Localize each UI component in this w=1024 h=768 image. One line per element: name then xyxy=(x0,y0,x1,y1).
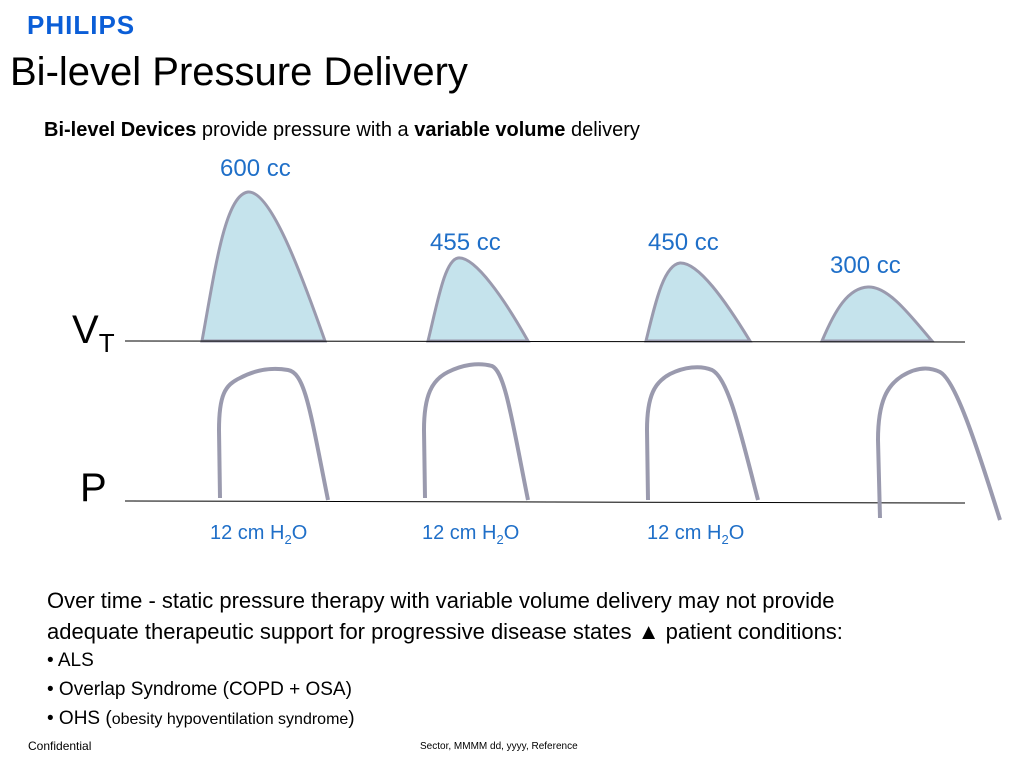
footer-center: Sector, MMMM dd, yyyy, Reference xyxy=(420,741,578,752)
pressure-wave xyxy=(875,366,1002,521)
bullet: • OHS (obesity hypoventilation syndrome) xyxy=(47,704,355,734)
subtitle-text: provide pressure with a xyxy=(196,119,415,141)
volume-axis-label: VT xyxy=(72,308,115,359)
volume-wave xyxy=(200,190,328,343)
bullet: • ALS xyxy=(47,650,94,671)
axis-label: V xyxy=(72,308,99,352)
body-line: Over time - static pressure therapy with… xyxy=(47,588,835,613)
pressure-text: 12 cm H xyxy=(210,522,285,544)
body-line: adequate therapeutic support for progres… xyxy=(47,619,843,644)
pressure-wave xyxy=(644,365,760,501)
footer-left: Confidential xyxy=(28,739,92,753)
pressure-subscript: 2 xyxy=(284,532,292,547)
volume-waves xyxy=(200,190,936,343)
logo: PHILIPS xyxy=(27,10,136,40)
subtitle-bold: Bi-level Devices xyxy=(44,119,197,141)
subtitle: Bi-level Devices provide pressure with a… xyxy=(44,119,640,142)
volume-wave xyxy=(819,285,936,343)
pressure-label: 12 cm H2O xyxy=(647,522,744,547)
pressure-text: O xyxy=(291,522,308,544)
pressure-subscript: 2 xyxy=(721,532,729,547)
pressure-text: O xyxy=(728,522,745,544)
axis-subscript: T xyxy=(98,328,115,358)
volume-label: 600 cc xyxy=(220,155,291,182)
title: Bi-level Pressure Delivery xyxy=(10,50,468,94)
bullet-text: • OHS ( xyxy=(47,708,112,729)
bullet: • Overlap Syndrome (COPD + OSA) xyxy=(47,679,352,700)
pressure-axis-label: P xyxy=(80,466,107,510)
pressure-label: 12 cm H2O xyxy=(422,522,519,547)
bullet-small: obesity hypoventilation syndrome xyxy=(111,711,349,728)
body-text: Over time - static pressure therapy with… xyxy=(47,585,843,647)
volume-label: 450 cc xyxy=(648,229,719,256)
subtitle-bold: variable volume xyxy=(414,119,566,141)
volume-wave xyxy=(426,256,531,343)
pressure-text: 12 cm H xyxy=(422,522,497,544)
pressure-baseline xyxy=(124,500,966,504)
volume-label: 300 cc xyxy=(830,252,901,279)
pressure-label: 12 cm H2O xyxy=(210,522,307,547)
pressure-wave xyxy=(421,362,530,501)
subtitle-text: delivery xyxy=(565,119,640,141)
bullet-text: ) xyxy=(348,708,355,729)
pressure-subscript: 2 xyxy=(496,532,504,547)
pressure-text: 12 cm H xyxy=(647,522,722,544)
bullet-list: • ALS • Overlap Syndrome (COPD + OSA) • … xyxy=(47,646,355,734)
pressure-text: O xyxy=(503,522,520,544)
volume-baseline xyxy=(124,340,966,343)
volume-wave xyxy=(644,261,753,343)
volume-label: 455 cc xyxy=(430,229,501,256)
pressure-wave xyxy=(216,366,330,501)
pressure-waves xyxy=(216,362,1002,521)
